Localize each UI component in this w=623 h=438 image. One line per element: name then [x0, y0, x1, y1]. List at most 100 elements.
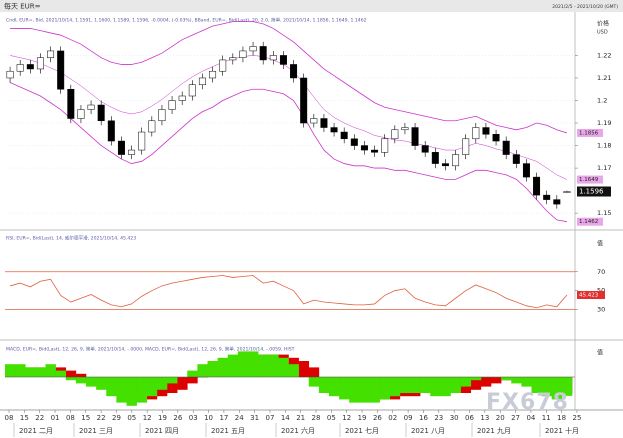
- candle-body: [320, 118, 328, 128]
- x-tick-label: 04: [526, 414, 535, 422]
- x-tick-label: 08: [66, 414, 75, 422]
- price-value: 1.1596: [579, 188, 604, 196]
- watermark: FX678: [486, 390, 569, 415]
- candle-body: [522, 163, 530, 178]
- candle-body: [290, 64, 298, 79]
- macd-bar: [167, 377, 178, 384]
- candle-body: [107, 120, 115, 142]
- month-label: 2021 六月: [281, 426, 315, 435]
- macd-bar: [470, 377, 482, 381]
- legend: RSI, EUR=, Bid(Last), 14, 威尔德平滑, 2021/10…: [6, 235, 136, 242]
- macd-bar: [399, 377, 411, 393]
- candle-body: [441, 163, 449, 167]
- macd-bar: [96, 377, 107, 390]
- axis-unit: USD: [597, 30, 608, 36]
- macd-bar: [511, 377, 522, 384]
- candle-body: [472, 127, 480, 140]
- macd-bar: [86, 377, 97, 387]
- candle-body: [188, 84, 196, 97]
- x-tick-label: 03: [189, 414, 198, 422]
- axis-title: 值: [597, 240, 603, 248]
- x-tick-label: 19: [358, 414, 367, 422]
- x-tick-label: 23: [434, 414, 443, 422]
- macd-bar: [308, 367, 320, 377]
- x-tick-label: 02: [388, 414, 397, 422]
- y-tick-label: 50: [597, 287, 605, 295]
- candle-body: [77, 109, 85, 119]
- x-tick-label: 31: [250, 414, 259, 422]
- macd-bar: [278, 357, 289, 377]
- macd-bar: [410, 377, 421, 393]
- price-box: [577, 186, 611, 197]
- candle-body: [300, 77, 308, 124]
- band-value: 1.1462: [579, 219, 598, 225]
- x-tick-label: 19: [158, 414, 167, 422]
- candle-body: [310, 118, 318, 124]
- macd-bar: [75, 377, 87, 384]
- x-tick-label: 26: [173, 414, 182, 422]
- macd-bar: [126, 377, 137, 406]
- macd-bar: [116, 377, 127, 403]
- macd-bar: [35, 367, 46, 377]
- macd-bar: [349, 377, 360, 403]
- candle-body: [482, 127, 490, 135]
- candle-body: [421, 145, 429, 153]
- candle-body: [279, 55, 287, 65]
- candle-body: [26, 64, 34, 70]
- x-tick-label: 05: [327, 414, 336, 422]
- month-label: 2021 四月: [145, 427, 179, 435]
- y-tick-label: 1.17: [597, 164, 611, 172]
- candle-body: [239, 50, 247, 58]
- macd-bar: [237, 351, 249, 377]
- x-tick-label: 27: [511, 414, 520, 422]
- month-label: 2021 九月: [477, 426, 511, 435]
- month-label: 2021 五月: [211, 427, 245, 435]
- x-tick-label: 26: [373, 414, 382, 422]
- candle-body: [401, 127, 409, 131]
- candle-body: [117, 140, 125, 155]
- candle-body: [178, 95, 186, 101]
- x-tick-label: 13: [480, 414, 489, 422]
- y-tick-label: 30: [597, 306, 605, 314]
- candle-body: [219, 59, 227, 72]
- macd-bar: [460, 377, 472, 387]
- x-tick-label: 16: [419, 414, 428, 422]
- band-value-box: [577, 128, 603, 137]
- macd-bar: [25, 367, 36, 377]
- candle-body: [148, 120, 156, 133]
- band-value-box: [577, 217, 603, 226]
- macd-bar: [217, 357, 229, 377]
- candle-body: [168, 100, 176, 110]
- candle-body: [431, 152, 439, 164]
- macd-bar: [197, 364, 208, 377]
- candle-body: [198, 77, 206, 85]
- macd-bar: [187, 377, 198, 384]
- macd-bar: [551, 377, 563, 400]
- candle-body: [16, 64, 24, 72]
- x-tick-label: 08: [5, 414, 14, 422]
- window-title: 每天 EUR=: [4, 2, 41, 11]
- bollinger-band: [10, 55, 568, 180]
- macd-bar: [501, 377, 512, 381]
- bollinger-band: [9, 82, 568, 223]
- candle-body: [462, 138, 470, 155]
- axis-title: 价格: [597, 20, 609, 28]
- macd-bar: [379, 377, 391, 400]
- candle-body: [57, 50, 65, 90]
- x-tick-label: 29: [112, 414, 121, 422]
- macd-bar: [207, 361, 218, 377]
- candle-body: [128, 149, 136, 155]
- candle-body: [259, 46, 267, 61]
- candle-body: [158, 109, 166, 122]
- x-tick-label: 14: [281, 414, 290, 422]
- rsi-value-box: [577, 291, 605, 300]
- macd-bar: [227, 354, 239, 377]
- macd-bar: [531, 377, 542, 393]
- x-tick-label: 12: [342, 414, 351, 422]
- title-bar: [0, 0, 623, 12]
- x-tick-label: 22: [97, 414, 106, 422]
- x-tick-label: 28: [312, 414, 321, 422]
- macd-bar: [491, 377, 502, 384]
- macd-bar: [308, 377, 320, 387]
- candle-body: [411, 127, 419, 146]
